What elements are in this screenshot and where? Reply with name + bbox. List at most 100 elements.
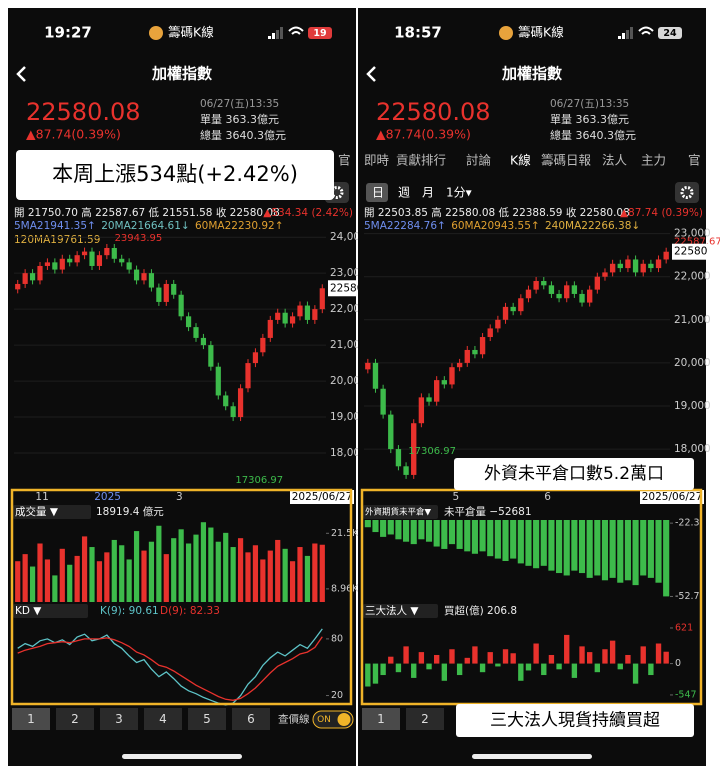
- open-interest-bar: [578, 520, 586, 574]
- page-button[interactable]: [362, 708, 400, 730]
- volume-bar: [245, 552, 251, 602]
- low-label: 17306.97: [408, 446, 456, 457]
- page-button[interactable]: [144, 708, 182, 730]
- settings-button[interactable]: [675, 182, 699, 203]
- net-buy-bar: [403, 646, 409, 664]
- net-buy-bar: [556, 663, 562, 670]
- net-buy-bar: [625, 654, 631, 664]
- volume-bar: [37, 543, 43, 602]
- volume-bar: [252, 545, 259, 602]
- y-tick-label: 18,000: [674, 443, 711, 455]
- page-button[interactable]: [406, 708, 444, 730]
- x-tick-label: 6: [544, 491, 551, 503]
- open-interest-bar: [540, 520, 547, 566]
- ma-label: 60MA20943.55↑: [451, 220, 540, 232]
- candle: [67, 258, 73, 263]
- volume-bar: [74, 555, 80, 602]
- candle: [609, 263, 616, 273]
- open-interest-bar: [494, 520, 501, 559]
- status-time: 18:57: [394, 24, 442, 42]
- tab: 即時: [364, 153, 390, 168]
- volume-bar: [22, 554, 28, 602]
- candle: [449, 367, 455, 385]
- volume-bar: [141, 550, 147, 602]
- phone-screen: [8, 8, 356, 766]
- open-interest-bar: [364, 520, 371, 528]
- open-interest-bar: [517, 520, 524, 564]
- net-buy-bar: [648, 663, 654, 676]
- page-button[interactable]: [232, 708, 270, 730]
- volume-bar: [96, 561, 103, 602]
- candle: [456, 362, 463, 368]
- candle: [141, 273, 147, 281]
- net-buy-bar: [441, 663, 448, 681]
- period-button: 1分▾: [446, 186, 472, 200]
- net-buy-bar: [541, 663, 547, 676]
- open-interest-bar: [479, 520, 486, 552]
- page-button[interactable]: [56, 708, 94, 730]
- battery: [658, 27, 682, 39]
- candle: [388, 414, 394, 450]
- net-buy-bar: [609, 640, 616, 664]
- period-active: [366, 183, 388, 202]
- volume-bar: [297, 547, 303, 602]
- page-button[interactable]: [188, 708, 226, 730]
- indicator-label: 成交量 ▼: [15, 505, 59, 518]
- open-interest-bar: [632, 520, 639, 586]
- net-buy-bar: [502, 649, 509, 664]
- x-tick-label: 5: [452, 491, 459, 503]
- page-number: 4: [159, 712, 167, 726]
- open-interest-bar: [571, 520, 578, 571]
- volume-bar: [111, 539, 117, 602]
- candle: [510, 306, 516, 312]
- open-interest-bar: [525, 520, 532, 566]
- indicator-select[interactable]: [363, 505, 438, 519]
- candle: [282, 312, 288, 324]
- volume-bar: [312, 543, 318, 602]
- y-tick-label: 8.96K: [331, 583, 359, 594]
- back-button[interactable]: [366, 66, 376, 82]
- indicator-select[interactable]: [13, 505, 91, 519]
- candle: [433, 380, 440, 402]
- candle: [640, 263, 646, 273]
- y-tick-label: 19,000: [674, 400, 711, 412]
- candle: [171, 283, 177, 295]
- single-volume: 單量 363.3億元: [550, 113, 629, 126]
- net-buy-bar: [372, 663, 379, 684]
- open-interest-bar: [410, 520, 417, 545]
- candle: [289, 316, 296, 324]
- volume-bar: [44, 559, 51, 602]
- total-volume: 總量 3640.3億元: [550, 128, 636, 142]
- net-buy-bar: [632, 663, 639, 684]
- net-buy-bar: [456, 663, 463, 676]
- ma-label: 5MA22284.76↑: [364, 220, 446, 232]
- page-button[interactable]: [100, 708, 138, 730]
- caption: 外資未平倉口數5.2萬口: [484, 464, 664, 484]
- candle: [133, 269, 140, 281]
- candle: [464, 349, 470, 363]
- open-interest-bar: [395, 520, 402, 540]
- indicator-select[interactable]: [363, 604, 438, 618]
- open-interest-bar: [609, 520, 616, 578]
- indicator-select[interactable]: [13, 604, 88, 618]
- back-button[interactable]: [16, 66, 26, 82]
- tab: 籌碼日報: [541, 153, 592, 168]
- net-buy-bar: [617, 663, 623, 670]
- page-button[interactable]: [12, 708, 50, 730]
- candle: [223, 395, 229, 407]
- net-buy-bar: [388, 656, 394, 664]
- candle: [564, 285, 570, 299]
- page-number: 2: [421, 712, 429, 726]
- battery: [308, 27, 332, 39]
- volume-bar: [148, 541, 155, 602]
- date-tag: 2025/06/27: [642, 491, 703, 503]
- open-interest-bar: [586, 520, 593, 578]
- volume-bar: [59, 548, 65, 602]
- net-buy-bar: [663, 651, 669, 664]
- signal-bar: [268, 36, 271, 39]
- candle: [245, 363, 251, 389]
- candle: [495, 319, 501, 329]
- volume-bar: [319, 544, 325, 602]
- ma-label: 120MA19761.59: [14, 234, 100, 246]
